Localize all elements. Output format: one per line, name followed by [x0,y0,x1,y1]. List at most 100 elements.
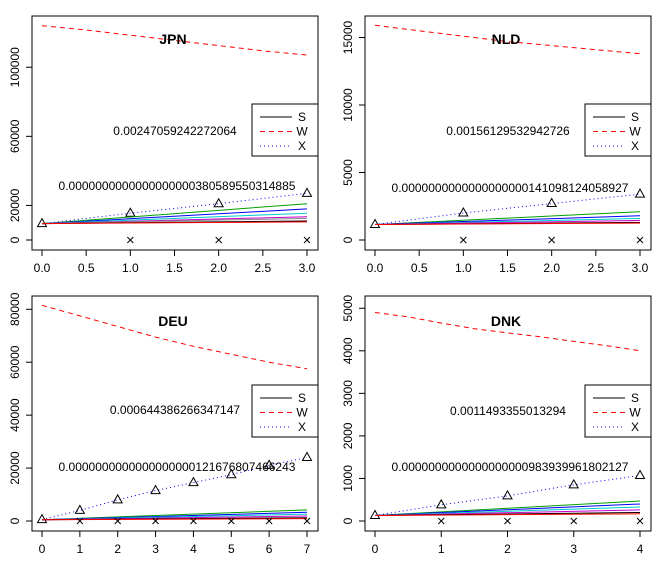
triangle-point [263,459,275,469]
cross-point [636,236,644,244]
legend-label: X [631,420,639,434]
legend-label: S [298,391,306,405]
y-tick-label: 0 [341,517,355,524]
x-tick-label: 2.0 [210,261,227,275]
legend-box [251,103,319,157]
x-tick-label: 1.0 [455,261,472,275]
x-axis: 0.0 0.5 1.0 1.5 2.0 2.5 3.0 [34,250,316,275]
y-tick-label: 40000 [8,398,22,432]
x-tick-label: 3 [570,542,577,556]
series-group [369,24,646,244]
legend-label: W [296,406,308,420]
x-tick-label: 2.5 [587,261,604,275]
series-line [41,221,308,225]
cross-point [303,236,311,244]
cross-point [504,517,511,525]
series-line [41,203,308,225]
y-tick-label: 0 [8,517,22,524]
triangle-point [36,513,48,524]
triangle-point [188,476,199,487]
triangle-point [634,469,646,479]
legend-label: X [298,420,306,434]
triangle-point [546,197,558,208]
panel-title: DNK [491,313,521,329]
cross-point [76,517,84,525]
cross-point [265,517,273,525]
series-line-x [41,192,308,225]
triangle-point [213,197,225,208]
panel-jpn: 0.0 0.5 1.0 1.5 2.0 2.5 3.0 0 20000 60000 100000 JP… [8,15,319,275]
panel-nld: 0.0 0.5 1.0 1.5 2.0 2.5 3.0 0 5000 10000 15000 NLD 0… [341,15,652,275]
y-tick-label: 5000 [341,159,355,186]
triangle-point [568,478,580,489]
cross-point [126,236,134,244]
legend-label: S [631,391,639,405]
legend: SWX [584,103,652,157]
legend-box [584,384,652,438]
series-line [41,518,308,521]
y-tick-label: 10000 [341,88,355,122]
panel-deu: 0 1 2 3 4 5 6 7 0 20000 40000 60000 80000 DEU 0.000644… [8,292,319,556]
y-axis: 0 1000 2000 3000 4000 5000 [341,295,365,524]
y-axis: 0 20000 40000 60000 80000 [8,292,32,524]
series-line-x [374,475,641,516]
x-tick-label: 3 [152,542,159,556]
cross-point [152,517,159,525]
y-tick-label: 2000 [341,422,355,449]
series-line [374,211,641,225]
x-tick-label: 3.0 [632,261,649,275]
annotation-text: 0.0011493355013294 [450,404,566,418]
triangle-point [124,207,136,217]
annotation-text: 0.0000000000000000000141098124058927 [392,181,629,195]
y-tick-label: 0 [8,236,22,243]
annotation-text: 0.0000000000000000000121676807466243 [59,460,296,474]
series-line [41,212,308,225]
cross-point [636,517,644,525]
x-tick-label: 4 [190,542,197,556]
triangle-point [502,489,513,500]
x-tick-label: 2.5 [254,261,271,275]
y-tick-label: 5000 [341,295,355,322]
annotation-text: 0.00156129532942726 [446,124,570,138]
y-tick-label: 100000 [8,47,22,87]
triangle-point [301,187,313,197]
cross-point [227,517,235,525]
triangle-point [112,493,124,504]
series-line-w [41,304,308,370]
y-tick-label: 0 [341,236,355,243]
x-tick-label: 0.0 [34,261,51,275]
legend-label: W [296,125,308,139]
cross-point [190,517,197,525]
legend: SWX [251,103,319,157]
triangle-point [369,509,381,519]
x-tick-label: 1.5 [499,261,516,275]
triangle-point [457,206,469,217]
y-axis: 0 20000 60000 100000 [8,47,32,243]
legend-box [251,384,319,438]
y-tick-label: 3000 [341,380,355,407]
series-group [36,25,313,244]
series-line [41,208,308,225]
series-line-x [41,457,308,521]
triangle-point [74,504,86,514]
triangle-point [150,484,161,495]
legend-label: X [631,139,639,153]
cross-point [459,236,467,244]
x-tick-label: 4 [637,542,644,556]
annotation-text: 0.0000000000000000000380589550314885 [59,179,296,193]
x-tick-label: 2 [114,542,121,556]
x-axis: 0 1 2 3 4 [372,531,644,556]
y-axis: 0 5000 10000 15000 [341,20,365,243]
triangle-point [634,188,646,198]
x-tick-label: 0.5 [411,261,428,275]
series-group [369,312,646,525]
annotation-text: 0.00247059242272064 [113,124,237,138]
panel-title: DEU [158,313,188,329]
x-tick-label: 0 [39,542,46,556]
x-tick-label: 0.5 [78,261,95,275]
triangle-point [435,498,447,509]
cross-point [570,517,578,525]
legend-label: W [629,125,641,139]
y-tick-label: 80000 [8,292,22,326]
y-tick-label: 20000 [8,188,22,222]
